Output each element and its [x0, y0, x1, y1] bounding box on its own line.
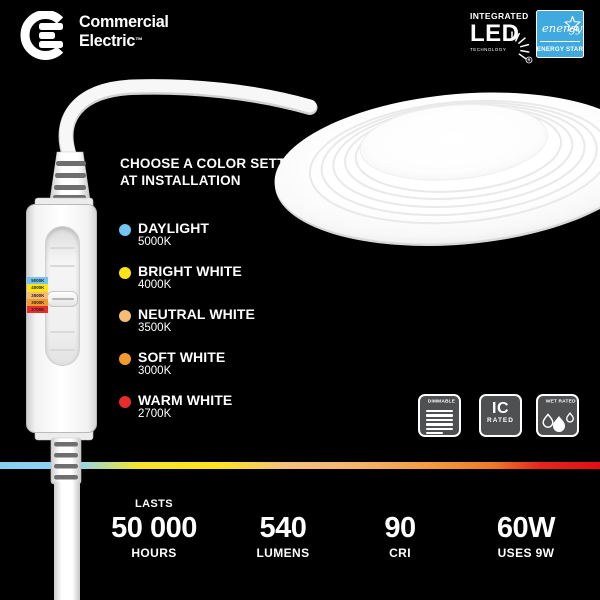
stat-wattage: 60W USES 9W: [446, 498, 600, 560]
stat-pre-label: LASTS: [134, 498, 174, 510]
svg-text:R: R: [527, 58, 530, 63]
switch-label-5000k: 5000K: [27, 277, 48, 285]
switch-label-2700k: 2700K: [27, 306, 48, 314]
color-option-daylight: DAYLIGHT 5000K: [118, 221, 338, 263]
stat-value: 90: [384, 512, 416, 544]
integrated-led-badge: INTEGRATED LED TECHNOLOGY R: [470, 11, 546, 64]
daylight-dot-icon: [119, 224, 131, 236]
stat-lumens: 540 LUMENS: [213, 498, 353, 560]
bottom-cord: [54, 482, 80, 600]
energy-star-label: ENERGY STAR: [537, 46, 584, 53]
recessed-downlight-fixture: [274, 92, 600, 246]
stat-lifetime: LASTS 50 000 HOURS: [74, 498, 234, 560]
dimmer-lines-icon: [426, 410, 453, 435]
color-option-soft-white: SOFT WHITE 3000K: [118, 350, 338, 392]
section-heading: CHOOSE A COLOR SETTING AT INSTALLATION: [120, 156, 310, 189]
slider-track: [45, 226, 80, 366]
switch-label-3500k: 3500K: [27, 291, 48, 299]
warm-white-dot-icon: [119, 396, 131, 408]
fixture-lens: [359, 104, 548, 181]
dimmable-badge: DIMMABLE: [418, 394, 461, 437]
led-rays-icon: R: [511, 31, 533, 64]
stat-unit: CRI: [389, 546, 411, 560]
switch-kelvin-labels: 5000K 4000K 3500K 3000K 2700K: [27, 277, 48, 314]
commercial-electric-logo-icon: [20, 11, 64, 60]
energy-star-logo: energy ENERGY STAR: [536, 10, 584, 58]
stat-unit: HOURS: [131, 546, 177, 560]
registered-mark-icon: [525, 56, 533, 64]
wet-rated-label: WET RATED: [545, 398, 576, 404]
color-temperature-gradient-line: [0, 462, 600, 469]
color-option-bright-white: BRIGHT WHITE 4000K: [118, 264, 338, 306]
stat-unit: USES 9W: [497, 546, 555, 560]
stat-value: 540: [259, 512, 307, 544]
heading-line1: CHOOSE A COLOR SETTING: [120, 156, 311, 171]
brand-line2: Electric™: [79, 31, 143, 50]
water-drops-icon: [541, 412, 574, 432]
switch-label-3000k: 3000K: [27, 298, 48, 307]
wet-rated-badge: WET RATED: [536, 394, 579, 437]
switch-label-4000k: 4000K: [27, 284, 48, 292]
stat-cri: 90 CRI: [340, 498, 460, 560]
brand-line1: Commercial: [79, 12, 169, 31]
ic-label: IC: [492, 400, 509, 417]
stat-value: 60W: [496, 512, 556, 544]
energy-script-word: energy: [542, 21, 583, 35]
technology-label: TECHNOLOGY: [470, 47, 507, 52]
integrated-label: INTEGRATED: [470, 11, 529, 21]
ic-rated-badge: IC RATED: [479, 394, 522, 437]
color-select-switch-module: [26, 204, 97, 433]
brand-wordmark: Commercial Electric™: [79, 12, 169, 50]
power-cable: [34, 79, 318, 600]
trademark-symbol: ™: [135, 36, 143, 45]
star-icon: [564, 15, 581, 32]
neutral-white-dot-icon: [119, 310, 131, 322]
soft-white-dot-icon: [119, 353, 131, 365]
led-label: LED: [470, 20, 520, 47]
slider-knob[interactable]: [47, 291, 78, 307]
dimmable-label: DIMMABLE: [427, 398, 456, 404]
rated-label: RATED: [487, 417, 514, 424]
heading-line2: AT INSTALLATION: [120, 172, 241, 188]
color-option-warm-white: WARM WHITE 2700K: [118, 393, 338, 435]
color-option-neutral-white: NEUTRAL WHITE 3500K: [118, 307, 338, 349]
stat-value: 50 000: [111, 512, 197, 544]
stat-unit: LUMENS: [256, 546, 310, 560]
bright-white-dot-icon: [119, 267, 131, 279]
